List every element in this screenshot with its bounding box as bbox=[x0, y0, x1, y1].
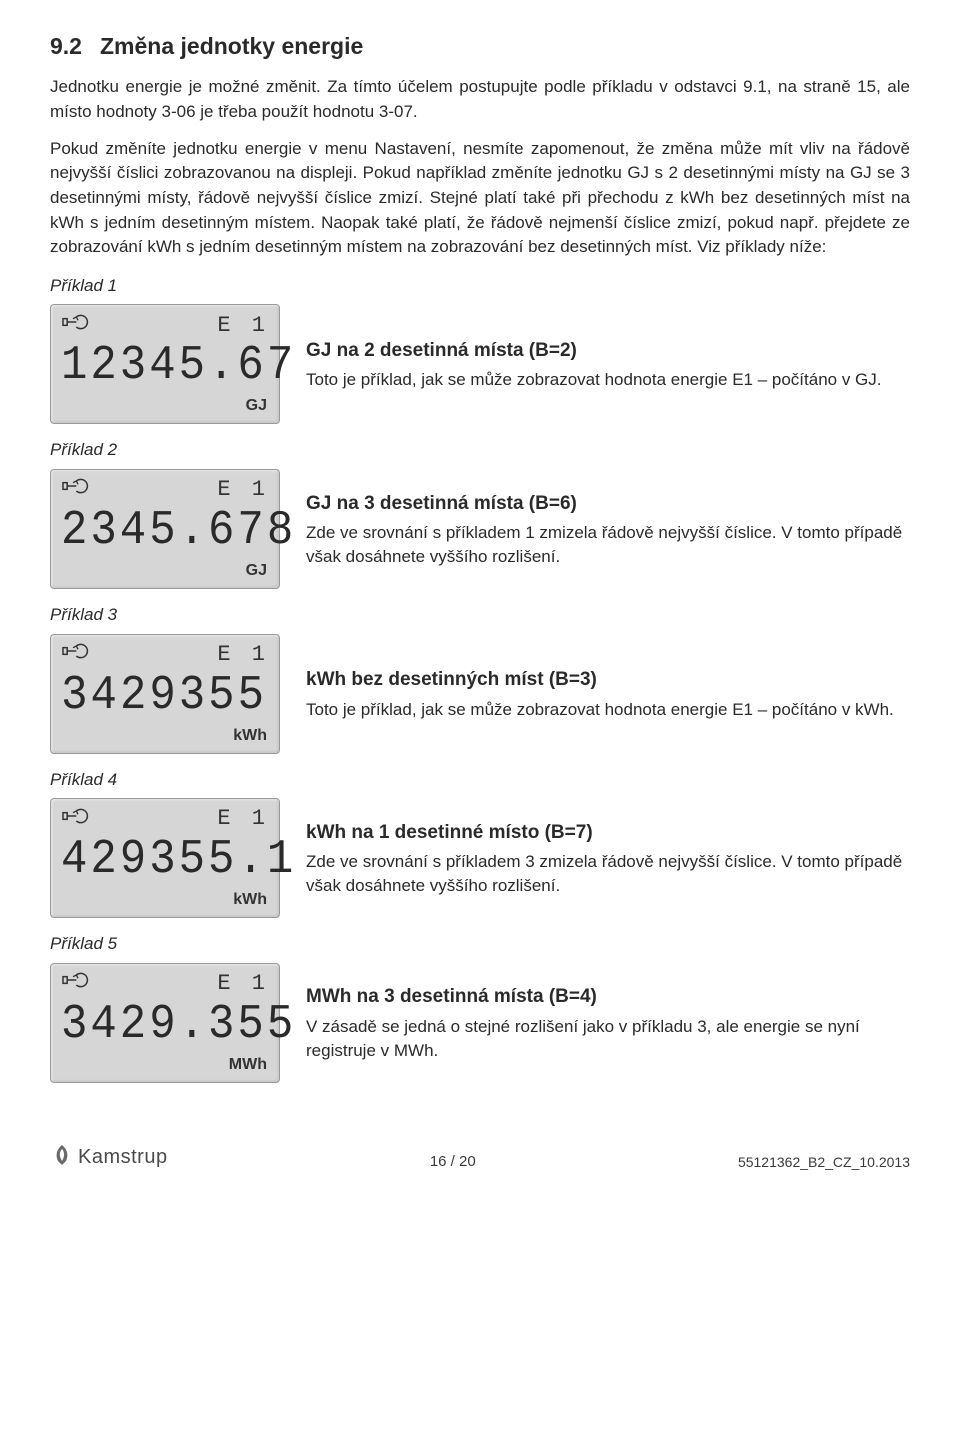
flow-icon bbox=[61, 476, 95, 504]
lcd-display: E 1429355.1 kWh bbox=[50, 798, 280, 918]
doc-reference: 55121362_B2_CZ_10.2013 bbox=[738, 1152, 910, 1172]
section-title: Změna jednotky energie bbox=[100, 33, 363, 59]
lcd-unit: GJ bbox=[246, 559, 267, 582]
lcd-top-row: E 1 bbox=[61, 477, 269, 503]
example-desc-title: kWh bez desetinných míst (B=3) bbox=[306, 666, 910, 694]
register-label: E 1 bbox=[217, 474, 269, 506]
flow-icon bbox=[61, 312, 95, 340]
lcd-unit: MWh bbox=[229, 1053, 267, 1076]
example-row: E 13429355 kWh kWh bez desetinných míst (B… bbox=[50, 634, 910, 754]
section-number: 9.2 bbox=[50, 30, 82, 63]
example-description: MWh na 3 desetinná místa (B=4) V zásadě s… bbox=[306, 983, 910, 1062]
lcd-top-row: E 1 bbox=[61, 642, 269, 668]
example-row: E 13429.355 MWh MWh na 3 desetinná místa (… bbox=[50, 963, 910, 1083]
lcd-digits: 12345.67 bbox=[61, 342, 269, 390]
example-row: E 112345.67GJGJ na 2 desetinná místa (B=… bbox=[50, 304, 910, 424]
lcd-top-row: E 1 bbox=[61, 971, 269, 997]
page-footer: Kamstrup 16 / 20 55121362_B2_CZ_10.2013 bbox=[50, 1143, 910, 1172]
example-description: GJ na 3 desetinná místa (B=6) Zde ve srov… bbox=[306, 490, 910, 569]
logo-mark-icon bbox=[50, 1143, 74, 1172]
example-desc-body: Zde ve srovnání s příkladem 3 zmizela řá… bbox=[306, 850, 910, 898]
lcd-digits: 3429.355 bbox=[61, 1001, 269, 1049]
lcd-top-row: E 1 bbox=[61, 312, 269, 338]
body-paragraph: Pokud změníte jednotku energie v menu Na… bbox=[50, 137, 910, 260]
flow-icon bbox=[61, 806, 95, 834]
example-description: kWh bez desetinných míst (B=3) Toto je př… bbox=[306, 666, 910, 721]
example-label: Příklad 2 bbox=[50, 438, 910, 463]
lcd-display: E 13429.355 MWh bbox=[50, 963, 280, 1083]
example-desc-body: Toto je příklad, jak se může zobrazovat … bbox=[306, 368, 910, 392]
example-description: GJ na 2 desetinná místa (B=2) Toto je pří… bbox=[306, 337, 910, 392]
register-label: E 1 bbox=[217, 968, 269, 1000]
example-desc-title: kWh na 1 desetinné místo (B=7) bbox=[306, 819, 910, 847]
example-desc-body: V zásadě se jedná o stejné rozlišení jak… bbox=[306, 1015, 910, 1063]
examples-container: Příklad 1 E 112345.67GJGJ na 2 desetinná… bbox=[50, 274, 910, 1083]
example-row: E 12345.678 GJ GJ na 3 desetinná místa (B=… bbox=[50, 469, 910, 589]
lcd-unit: GJ bbox=[246, 394, 267, 417]
brand-logo: Kamstrup bbox=[50, 1143, 168, 1172]
flow-icon bbox=[61, 641, 95, 669]
lcd-digits: 3429355 bbox=[61, 672, 269, 720]
lcd-digits: 429355.1 bbox=[61, 836, 269, 884]
page-number: 16 / 20 bbox=[430, 1151, 476, 1173]
register-label: E 1 bbox=[217, 803, 269, 835]
example-label: Příklad 5 bbox=[50, 932, 910, 957]
lcd-top-row: E 1 bbox=[61, 806, 269, 832]
lcd-digits: 2345.678 bbox=[61, 507, 269, 555]
section-heading: 9.2 Změna jednotky energie bbox=[50, 30, 910, 63]
register-label: E 1 bbox=[217, 639, 269, 671]
lcd-display: E 12345.678 GJ bbox=[50, 469, 280, 589]
example-desc-body: Zde ve srovnání s příkladem 1 zmizela řá… bbox=[306, 521, 910, 569]
example-label: Příklad 1 bbox=[50, 274, 910, 299]
example-desc-title: GJ na 2 desetinná místa (B=2) bbox=[306, 337, 910, 365]
example-description: kWh na 1 desetinné místo (B=7) Zde ve sro… bbox=[306, 819, 910, 898]
flow-icon bbox=[61, 970, 95, 998]
example-label: Příklad 4 bbox=[50, 768, 910, 793]
logo-text: Kamstrup bbox=[78, 1143, 168, 1172]
intro-paragraph: Jednotku energie je možné změnit. Za tím… bbox=[50, 75, 910, 124]
register-label: E 1 bbox=[217, 310, 269, 342]
example-desc-title: GJ na 3 desetinná místa (B=6) bbox=[306, 490, 910, 518]
lcd-display: E 112345.67GJ bbox=[50, 304, 280, 424]
lcd-unit: kWh bbox=[233, 888, 267, 911]
example-row: E 1429355.1 kWh kWh na 1 desetinné místo (… bbox=[50, 798, 910, 918]
lcd-display: E 13429355 kWh bbox=[50, 634, 280, 754]
example-desc-body: Toto je příklad, jak se může zobrazovat … bbox=[306, 698, 910, 722]
example-desc-title: MWh na 3 desetinná místa (B=4) bbox=[306, 983, 910, 1011]
example-label: Příklad 3 bbox=[50, 603, 910, 628]
lcd-unit: kWh bbox=[233, 724, 267, 747]
